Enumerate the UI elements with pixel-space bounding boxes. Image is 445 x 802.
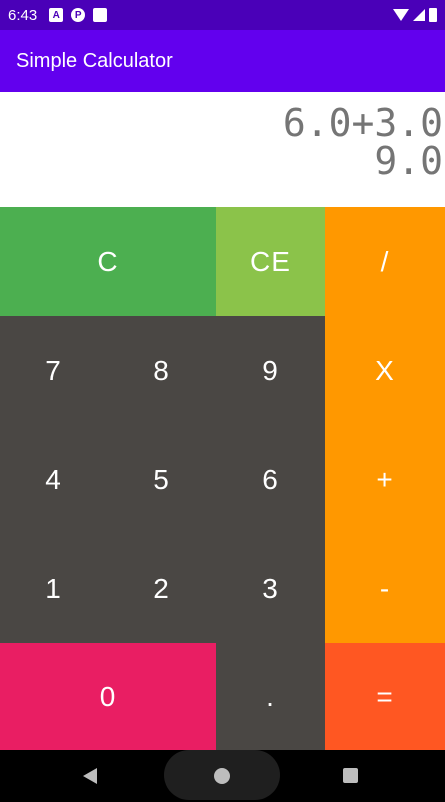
digit-9-button[interactable]: 9 [216,316,325,425]
wifi-icon [393,9,409,21]
digit-1-button[interactable]: 1 [0,534,107,643]
digit-5-button[interactable]: 5 [107,425,216,534]
app-bar: Simple Calculator [0,30,445,92]
a-icon: A [49,8,64,22]
app-title: Simple Calculator [16,49,173,72]
digit-3-button[interactable]: 3 [216,534,325,643]
equals-button[interactable]: = [325,643,445,750]
clear-button[interactable]: C [0,207,216,316]
digit-4-button[interactable]: 4 [0,425,107,534]
battery-icon [429,8,437,22]
decimal-point-button[interactable]: . [216,643,325,750]
digit-8-button[interactable]: 8 [107,316,216,425]
navigation-bar [0,750,445,802]
recent-apps-icon[interactable] [343,768,358,783]
digit-7-button[interactable]: 7 [0,316,107,425]
calculator-display: 6.0+3.0 9.0 [0,92,445,207]
clear-entry-button[interactable]: CE [216,207,325,316]
back-icon[interactable] [83,768,97,784]
add-button[interactable]: + [325,425,445,534]
digit-2-button[interactable]: 2 [107,534,216,643]
subtract-button[interactable]: - [325,534,445,643]
sd-card-icon [93,8,108,22]
divide-button[interactable]: / [325,207,445,316]
multiply-button[interactable]: X [325,316,445,425]
signal-icon [413,9,425,21]
result-text: 9.0 [374,139,443,183]
digit-6-button[interactable]: 6 [216,425,325,534]
home-icon[interactable] [214,768,230,784]
p-icon: P [71,8,86,22]
status-time: 6:43 [8,6,38,24]
status-bar: 6:43 A P [0,0,445,30]
status-indicators [393,8,437,22]
digit-0-button[interactable]: 0 [0,643,216,750]
expression-text: 6.0+3.0 [282,101,443,145]
